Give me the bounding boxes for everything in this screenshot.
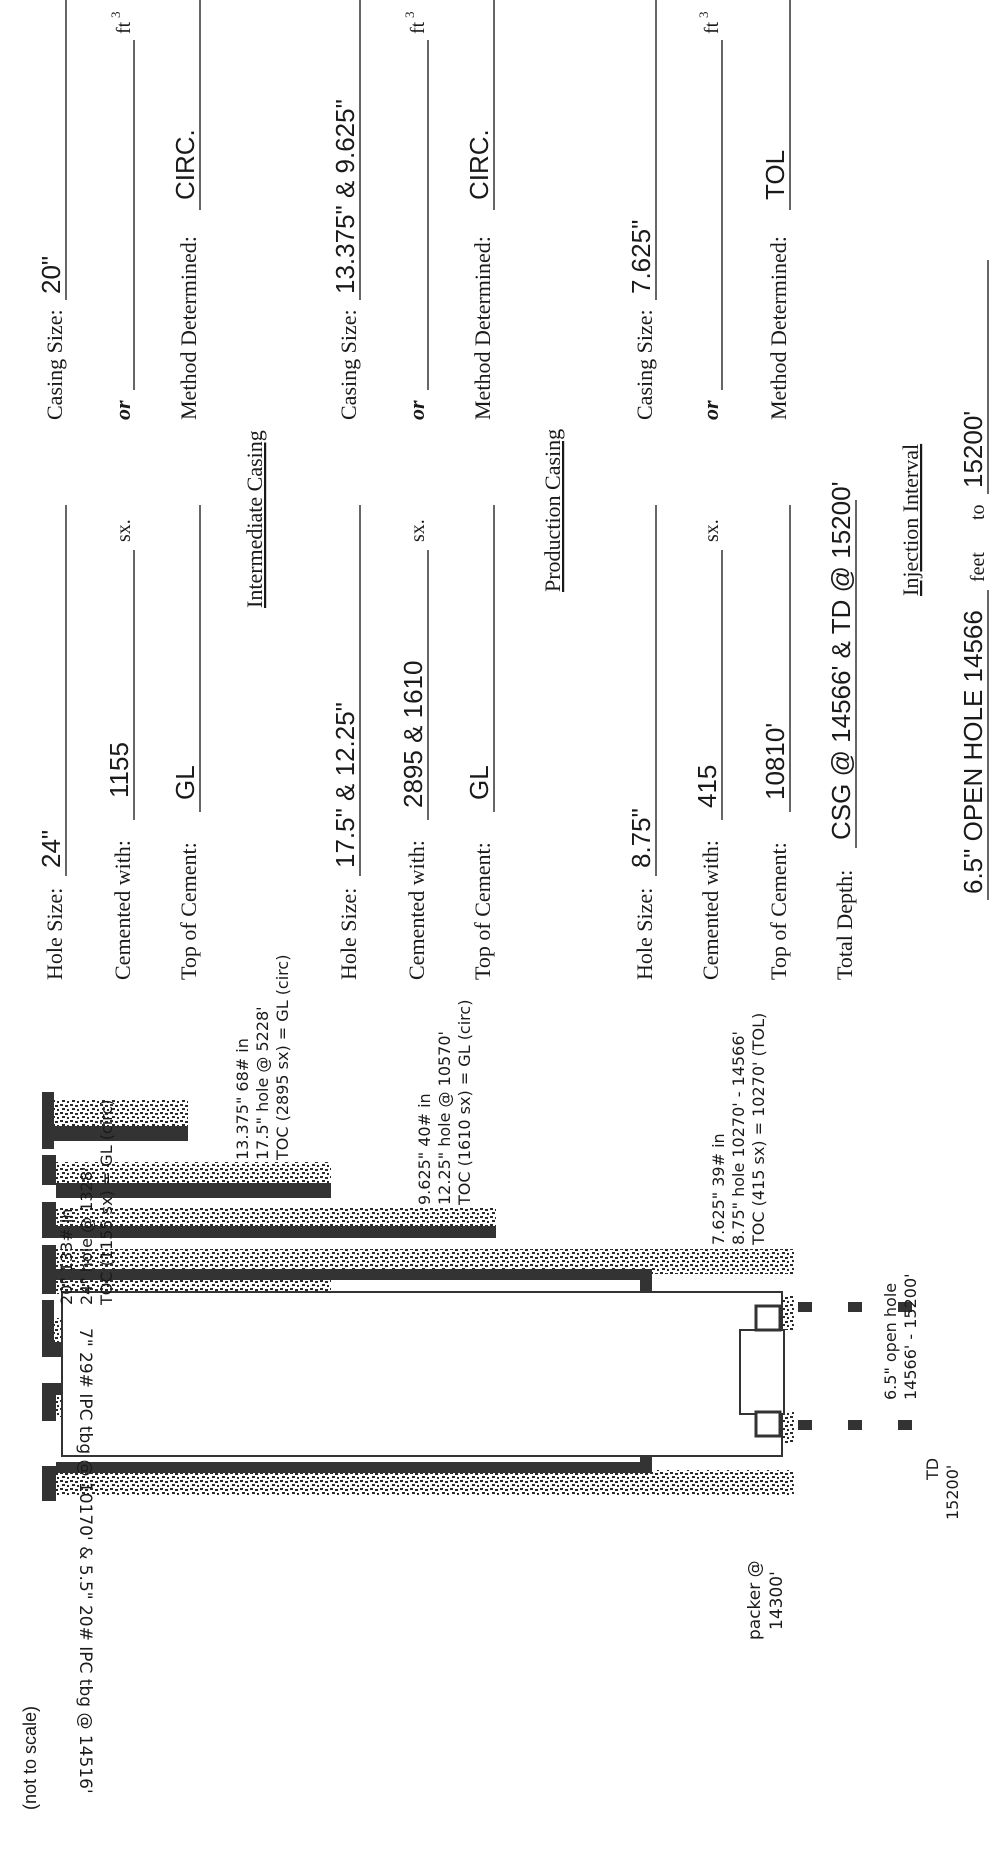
surface-note-line-3: TOC (1155 sx) = GL (circ) (97, 1100, 116, 1306)
injection-interval-row: 6.5" OPEN HOLE 14566 feet to 15200' (958, 260, 989, 900)
surface-casing-note: 20" 133# in 24" hole @ 1328' TOC (1155 s… (57, 1100, 116, 1306)
surface-casing-size-label: Casing Size: (42, 309, 67, 420)
surface-casing-size-value: 20" (36, 256, 66, 294)
intermediate-sx-unit: sx. (407, 519, 429, 542)
intermediate-or-label: or (404, 400, 429, 420)
td-note-line-2: 15200' (943, 1465, 962, 1520)
surface-ft3-unit: ft (113, 21, 135, 34)
surface-ft3-exponent: 3 (108, 12, 123, 19)
production-or-label: or (698, 400, 723, 420)
surface-hole-size-label: Hole Size: (42, 888, 67, 980)
intermediate-cemented-row: Cemented with: 2895 & 1610 sx. or ft 3 (398, 12, 429, 981)
production-method-value: TOL (760, 150, 790, 200)
intermediate-method-label: Method Determined: (470, 236, 495, 420)
surface-toc-value: GL (170, 765, 200, 800)
intermediate-toc-row: Top of Cement: GL Method Determined: CIR… (464, 0, 495, 980)
intermediate-toc-value: GL (464, 765, 494, 800)
surface-method-value: CIRC. (170, 129, 200, 200)
total-depth-value: CSG @ 14566' & TD @ 15200' (826, 481, 856, 840)
injection-interval-heading: Injection Interval (898, 444, 923, 596)
not-to-scale-label: (not to scale) (20, 1706, 40, 1810)
surface-note-line-2: 24" hole @ 1328' (77, 1167, 96, 1305)
injection-to-value: 15200' (958, 411, 988, 488)
casing-form: Hole Size: 24" Casing Size: 20" Cemented… (36, 0, 989, 980)
intermediate-cemented-label: Cemented with: (404, 840, 429, 980)
intermediate-casing-size-value: 13.375" & 9.625" (330, 99, 360, 294)
open-hole-dashes (798, 1302, 912, 1430)
intermediate2-note-line-3: TOC (1610 sx) = GL (circ) (455, 1000, 474, 1206)
intermediate2-note-line-1: 9.625" 40# in (415, 1093, 434, 1205)
production-toc-value: 10810' (760, 723, 790, 800)
tubing-shape (61, 1291, 785, 1457)
open-hole-note: 6.5" open hole 14566' - 15200' (881, 1273, 920, 1400)
total-depth-label: Total Depth: (832, 870, 857, 980)
surface-hole-size-row: Hole Size: 24" Casing Size: 20" (36, 0, 67, 980)
intermediate-casing-1-shape (42, 1155, 331, 1294)
intermediate-casing-2-note: 9.625" 40# in 12.25" hole @ 10570' TOC (… (415, 1000, 474, 1206)
intermediate1-note-line-1: 13.375" 68# in (233, 1038, 252, 1160)
packer-note: packer @ 14300' (745, 1560, 787, 1640)
intermediate-hole-size-label: Hole Size: (336, 888, 361, 980)
production-cemented-row: Cemented with: 415 sx. or ft 3 (692, 12, 723, 981)
production-hole-size-value: 8.75" (626, 808, 656, 868)
production-note-line-1: 7.625" 39# in (709, 1133, 728, 1245)
surface-cemented-label: Cemented with: (110, 840, 135, 980)
injection-feet-label: feet (967, 552, 989, 582)
surface-cemented-value: 1155 (104, 742, 134, 798)
production-method-label: Method Determined: (766, 236, 791, 420)
production-note-line-3: TOC (415 sx) = 10270' (TOL) (749, 1013, 768, 1246)
production-hole-size-label: Hole Size: (632, 888, 657, 980)
surface-sx-unit: sx. (113, 519, 135, 542)
production-cemented-value: 415 (692, 765, 722, 808)
packer-note-line-2: 14300' (767, 1571, 787, 1630)
intermediate-method-value: CIRC. (464, 129, 494, 200)
intermediate-casing-heading: Intermediate Casing (242, 430, 267, 608)
intermediate1-note-line-3: TOC (2895 sx) = GL (circ) (273, 955, 292, 1161)
production-sx-unit: sx. (701, 519, 723, 542)
intermediate2-note-line-2: 12.25" hole @ 10570' (435, 1031, 454, 1205)
surface-hole-size-value: 24" (36, 830, 66, 868)
production-ft3-unit: ft (701, 21, 723, 34)
production-total-depth-row: Total Depth: CSG @ 14566' & TD @ 15200' (826, 481, 857, 980)
production-ft3-exponent: 3 (696, 12, 711, 19)
td-note: TD 15200' (923, 1458, 962, 1520)
packer-shape (754, 1304, 782, 1438)
production-note-line-2: 8.75" hole 10270' - 14566' (729, 1031, 748, 1245)
production-cemented-label: Cemented with: (698, 840, 723, 980)
intermediate-casing-1-note: 13.375" 68# in 17.5" hole @ 5228' TOC (2… (233, 955, 292, 1161)
surface-toc-label: Top of Cement: (176, 842, 201, 980)
intermediate-ft3-exponent: 3 (402, 12, 417, 19)
intermediate-casing-size-label: Casing Size: (336, 309, 361, 420)
intermediate-ft3-unit: ft (407, 21, 429, 34)
production-hole-size-row: Hole Size: 8.75" Casing Size: 7.625" (626, 0, 657, 980)
production-casing-size-value: 7.625" (626, 220, 656, 294)
intermediate-cemented-value: 2895 & 1610 (398, 661, 428, 808)
injection-interval-value: 6.5" OPEN HOLE 14566 (958, 610, 988, 894)
tubing-label: 7" 29# IPC tbg @ 10170' & 5.5" 20# IPC t… (75, 1328, 95, 1794)
surface-cemented-row: Cemented with: 1155 sx. or ft 3 (104, 12, 135, 981)
production-casing-note: 7.625" 39# in 8.75" hole 10270' - 14566'… (709, 1013, 768, 1246)
open-hole-note-line-1: 6.5" open hole (881, 1283, 900, 1400)
wellbore-diagram: (not to scale) 20" 133# in 24" hole @ 13… (20, 955, 962, 1810)
packer-note-line-1: packer @ (745, 1560, 765, 1640)
td-note-line-1: TD (923, 1458, 942, 1481)
surface-or-label: or (110, 400, 135, 420)
open-hole-note-line-2: 14566' - 15200' (901, 1273, 920, 1400)
intermediate-toc-label: Top of Cement: (470, 842, 495, 980)
intermediate1-note-line-2: 17.5" hole @ 5228' (253, 1006, 272, 1160)
intermediate-hole-size-row: Hole Size: 17.5" & 12.25" Casing Size: 1… (330, 0, 361, 980)
production-toc-label: Top of Cement: (766, 842, 791, 980)
injection-to-label: to (967, 504, 989, 520)
production-casing-heading: Production Casing (540, 429, 565, 592)
surface-toc-row: Top of Cement: GL Method Determined: CIR… (170, 0, 201, 980)
surface-note-line-1: 20" 133# in (57, 1209, 76, 1305)
production-casing-size-label: Casing Size: (632, 309, 657, 420)
production-toc-row: Top of Cement: 10810' Method Determined:… (760, 0, 791, 980)
surface-method-label: Method Determined: (176, 236, 201, 420)
intermediate-hole-size-value: 17.5" & 12.25" (330, 702, 360, 868)
